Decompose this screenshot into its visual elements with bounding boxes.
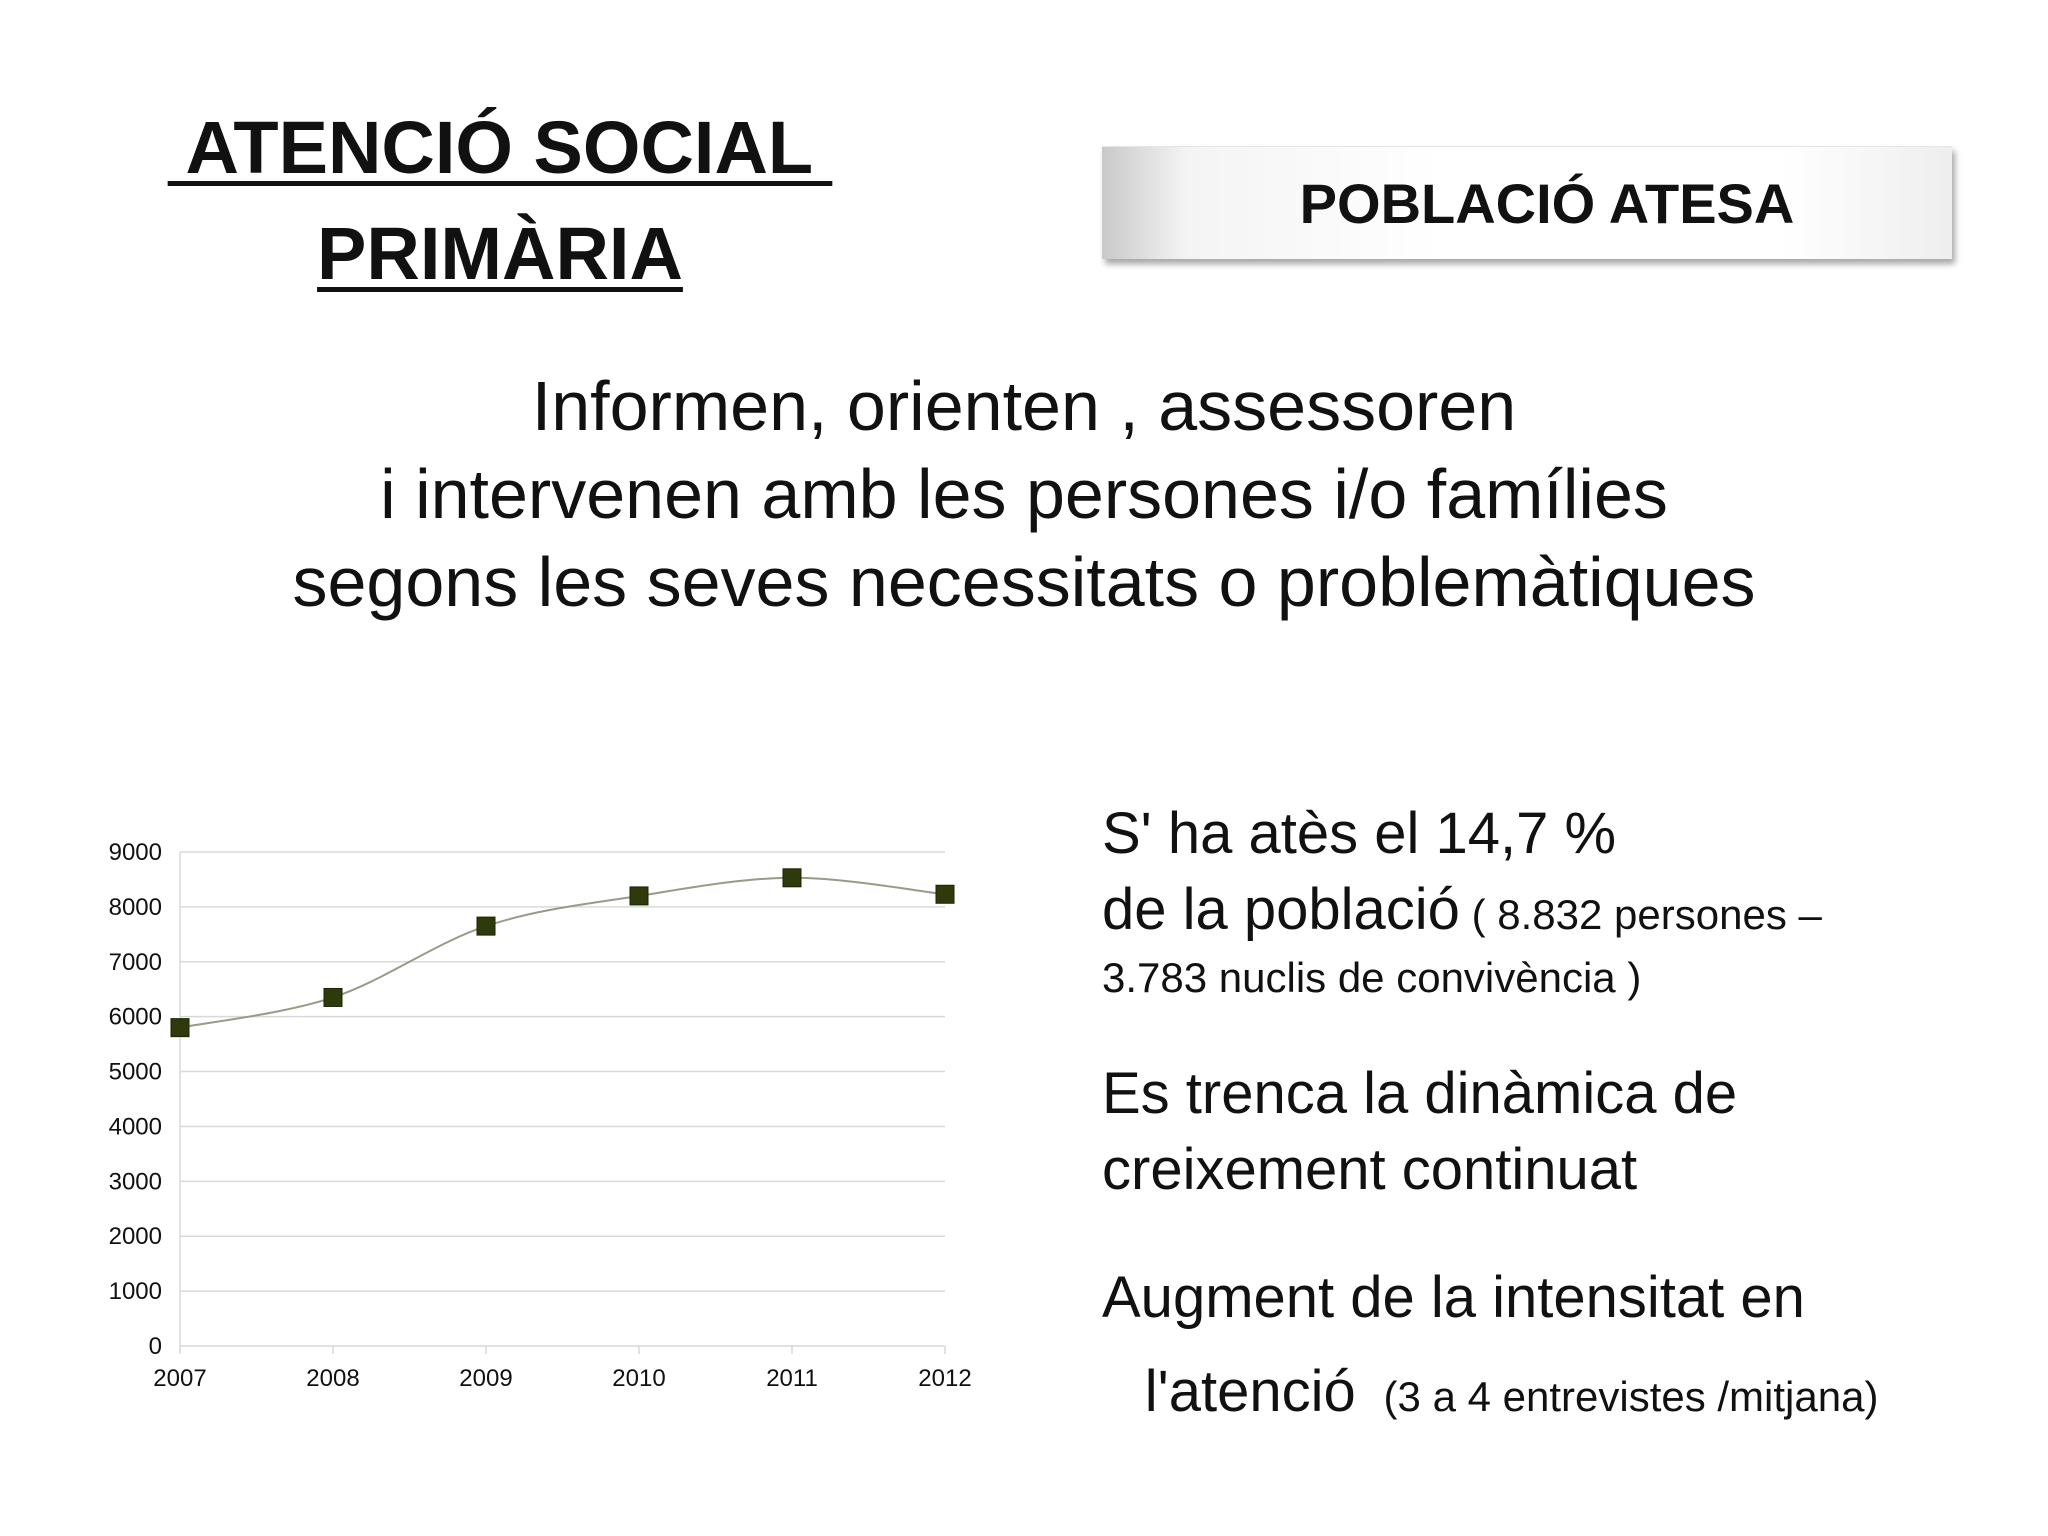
- y-tick-label: 7000: [109, 949, 162, 976]
- x-tick-label: 2008: [306, 1365, 359, 1392]
- note-intensity-line-1: Augment de la intensitat en: [1102, 1265, 1805, 1330]
- data-point: [170, 1018, 190, 1038]
- note-intensity: Augment de la intensitat en l'atenció (3…: [1102, 1260, 2002, 1448]
- y-tick-label: 9000: [109, 839, 162, 866]
- y-tick-label: 0: [149, 1333, 162, 1360]
- intro-line-1: Informen, orienten , assessoren: [531, 367, 1517, 445]
- y-tick-label: 4000: [109, 1113, 162, 1140]
- y-tick-label: 2000: [109, 1223, 162, 1250]
- title-line-1: ATENCIÓ SOCIAL: [167, 106, 833, 189]
- note-dynamics-line-2: creixement continuat: [1102, 1137, 1638, 1202]
- note-population-big: de la població: [1102, 877, 1460, 942]
- intro-text: Informen, orienten , assessoren i interv…: [0, 362, 2048, 626]
- x-tick-label: 2010: [612, 1365, 665, 1392]
- intro-line-2: i intervenen amb les persones i/o famíli…: [380, 455, 1668, 533]
- note-population-count: ( 8.832 persones –: [1459, 891, 1822, 938]
- x-tick-label: 2012: [918, 1365, 971, 1392]
- population-chart: 0 1000 2000 3000 4000 5000 6000 7000 8000 9000 200…: [90, 820, 1010, 1420]
- data-point: [782, 868, 802, 888]
- data-point: [935, 884, 955, 904]
- x-tick-label: 2009: [459, 1365, 512, 1392]
- note-intensity-line-2: l'atenció (3 a 4 entrevistes /mitjana): [1102, 1336, 2002, 1448]
- data-point: [629, 886, 649, 906]
- note-intensity-detail: (3 a 4 entrevistes /mitjana): [1371, 1373, 1879, 1420]
- x-tick-label: 2011: [766, 1365, 818, 1392]
- y-tick-label: 5000: [109, 1059, 162, 1086]
- y-tick-label: 8000: [109, 894, 162, 921]
- note-dynamics-line-1: Es trenca la dinàmica de: [1102, 1061, 1738, 1126]
- data-point: [323, 987, 343, 1007]
- note-population-line-1: S' ha atès el 14,7 %: [1102, 801, 1617, 866]
- note-dynamics: Es trenca la dinàmica de creixement cont…: [1102, 1056, 2002, 1208]
- note-population: S' ha atès el 14,7 % de la població ( 8.…: [1102, 796, 2002, 1008]
- chart-svg: 0 1000 2000 3000 4000 5000 6000 7000 8000 9000 200…: [109, 839, 972, 1392]
- note-population-line-3: 3.783 nuclis de convivència ): [1102, 954, 1642, 1001]
- note-population-line-2: de la població ( 8.832 persones –: [1102, 872, 2002, 948]
- title-line-2: PRIMÀRIA: [317, 212, 683, 295]
- intro-line-3: segons les seves necessitats o problemàt…: [292, 543, 1756, 621]
- slide-title: ATENCIÓ SOCIAL PRIMÀRIA: [150, 95, 850, 307]
- y-tick-label: 1000: [109, 1278, 162, 1305]
- note-intensity-big: l'atenció: [1128, 1359, 1372, 1424]
- x-tick-label: 2007: [153, 1365, 206, 1392]
- banner-label: POBLACIÓ ATESA: [1299, 171, 1795, 235]
- section-banner: POBLACIÓ ATESA: [1102, 146, 1952, 259]
- series-line: [179, 876, 946, 1029]
- data-point: [476, 916, 496, 936]
- y-tick-label: 3000: [109, 1168, 162, 1195]
- y-tick-label: 6000: [109, 1004, 162, 1031]
